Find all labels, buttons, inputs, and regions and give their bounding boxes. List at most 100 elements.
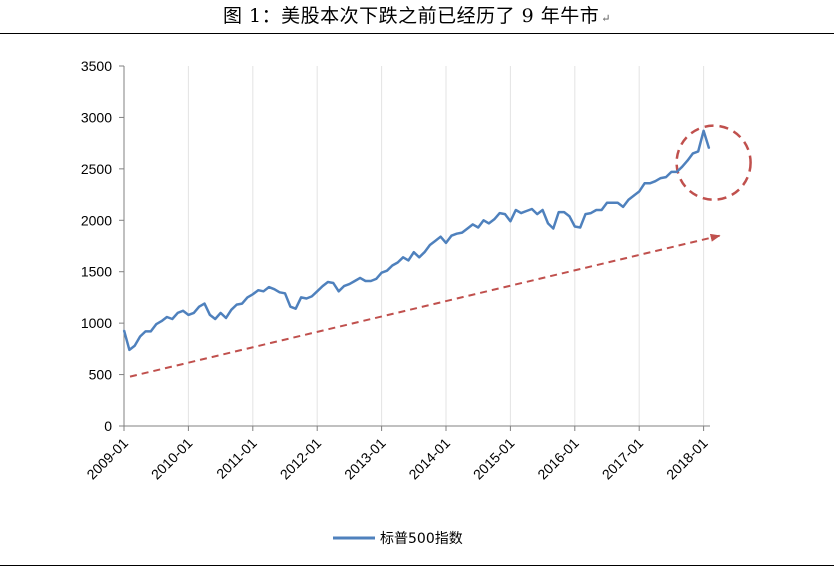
data-point: [257, 289, 260, 292]
legend-label: 标普500指数: [380, 531, 463, 547]
data-point: [472, 223, 474, 226]
y-axis-ticks: 0 500 1000 1500 2000 2500 3000 3500: [81, 58, 124, 434]
data-point: [375, 278, 378, 280]
data-point: [128, 349, 131, 351]
data-point: [434, 240, 437, 242]
data-point: [547, 222, 549, 225]
x-tick-label: 2018-01: [663, 435, 711, 483]
y-tick-label: 2000: [81, 212, 112, 228]
data-point: [246, 296, 249, 299]
data-point: [676, 171, 678, 173]
y-tick-label: 2500: [81, 161, 112, 177]
data-point: [262, 290, 265, 293]
data-point: [327, 281, 329, 283]
data-point: [123, 329, 125, 332]
data-point: [595, 209, 598, 211]
data-point: [214, 318, 216, 320]
x-tick-label: 2016-01: [534, 435, 582, 483]
data-point: [493, 218, 496, 221]
data-point: [155, 323, 157, 326]
paragraph-return-mark: ↵: [601, 12, 611, 25]
data-point: [182, 310, 184, 312]
data-point: [611, 202, 614, 204]
data-point: [391, 264, 394, 267]
data-point: [627, 198, 630, 201]
data-point: [450, 234, 453, 237]
data-point: [219, 312, 222, 314]
data-point: [396, 261, 399, 264]
data-point: [176, 312, 179, 314]
data-point: [574, 225, 576, 228]
data-point: [209, 314, 211, 316]
data-point: [418, 256, 421, 259]
data-point: [230, 309, 233, 311]
series-group: [122, 129, 711, 352]
data-point: [665, 176, 667, 178]
data-point: [697, 150, 699, 153]
data-point: [235, 303, 238, 306]
data-point: [354, 280, 356, 282]
y-tick-label: 500: [89, 367, 113, 383]
data-point: [482, 219, 485, 222]
data-point: [536, 213, 538, 215]
data-point: [455, 232, 458, 235]
data-point: [568, 215, 571, 217]
x-tick-label: 2014-01: [405, 435, 453, 483]
y-tick-label: 1000: [81, 315, 112, 331]
data-point: [466, 227, 469, 230]
data-point: [504, 213, 506, 215]
data-point: [579, 226, 581, 229]
data-point: [144, 330, 147, 333]
figure-caption: 图 1：美股本次下跌之前已经历了 9 年牛市 ↵: [0, 0, 834, 34]
data-point: [359, 277, 361, 279]
data-point: [133, 345, 136, 347]
caption-text: 图 1：美股本次下跌之前已经历了 9 年牛市: [222, 5, 600, 27]
data-point: [633, 194, 635, 197]
data-point: [439, 235, 442, 238]
data-point: [203, 302, 206, 305]
data-point: [584, 213, 587, 215]
data-point: [563, 211, 565, 213]
data-point: [590, 212, 592, 214]
data-point: [638, 190, 640, 193]
data-point: [273, 288, 276, 291]
data-point: [659, 177, 662, 179]
data-point: [509, 220, 512, 223]
data-point: [552, 227, 555, 230]
data-point: [429, 244, 431, 246]
data-point: [525, 210, 528, 212]
data-point: [139, 335, 141, 338]
data-point: [300, 296, 302, 299]
data-point: [461, 231, 463, 234]
x-axis-ticks: 2009-01 2010-01 2011-01 2012-01 2013-01 2014-…: [83, 426, 711, 483]
data-point: [171, 318, 174, 320]
data-point: [160, 320, 163, 322]
data-point: [252, 293, 254, 296]
data-point: [386, 269, 388, 272]
data-point: [649, 182, 651, 185]
legend: 标普500指数: [333, 531, 463, 547]
data-point: [402, 256, 404, 259]
data-point: [643, 182, 646, 185]
data-point: [198, 305, 200, 308]
data-point: [321, 285, 324, 287]
data-point: [445, 242, 447, 244]
data-point: [187, 314, 190, 316]
data-point: [477, 226, 480, 229]
highlight-circle: [675, 124, 752, 201]
data-point: [622, 206, 624, 208]
y-tick-label: 1500: [81, 264, 112, 280]
data-point: [337, 290, 340, 293]
y-tick-label: 3500: [81, 58, 112, 74]
data-point: [316, 290, 319, 293]
x-tick-label: 2011-01: [213, 435, 260, 482]
data-point: [268, 286, 270, 288]
annotations: [129, 124, 752, 378]
data-point: [407, 259, 410, 262]
data-point: [413, 251, 415, 253]
data-point: [498, 212, 501, 214]
data-point: [423, 251, 426, 253]
data-point: [241, 302, 243, 305]
trend-arrow: [129, 233, 721, 378]
data-point: [708, 147, 710, 150]
